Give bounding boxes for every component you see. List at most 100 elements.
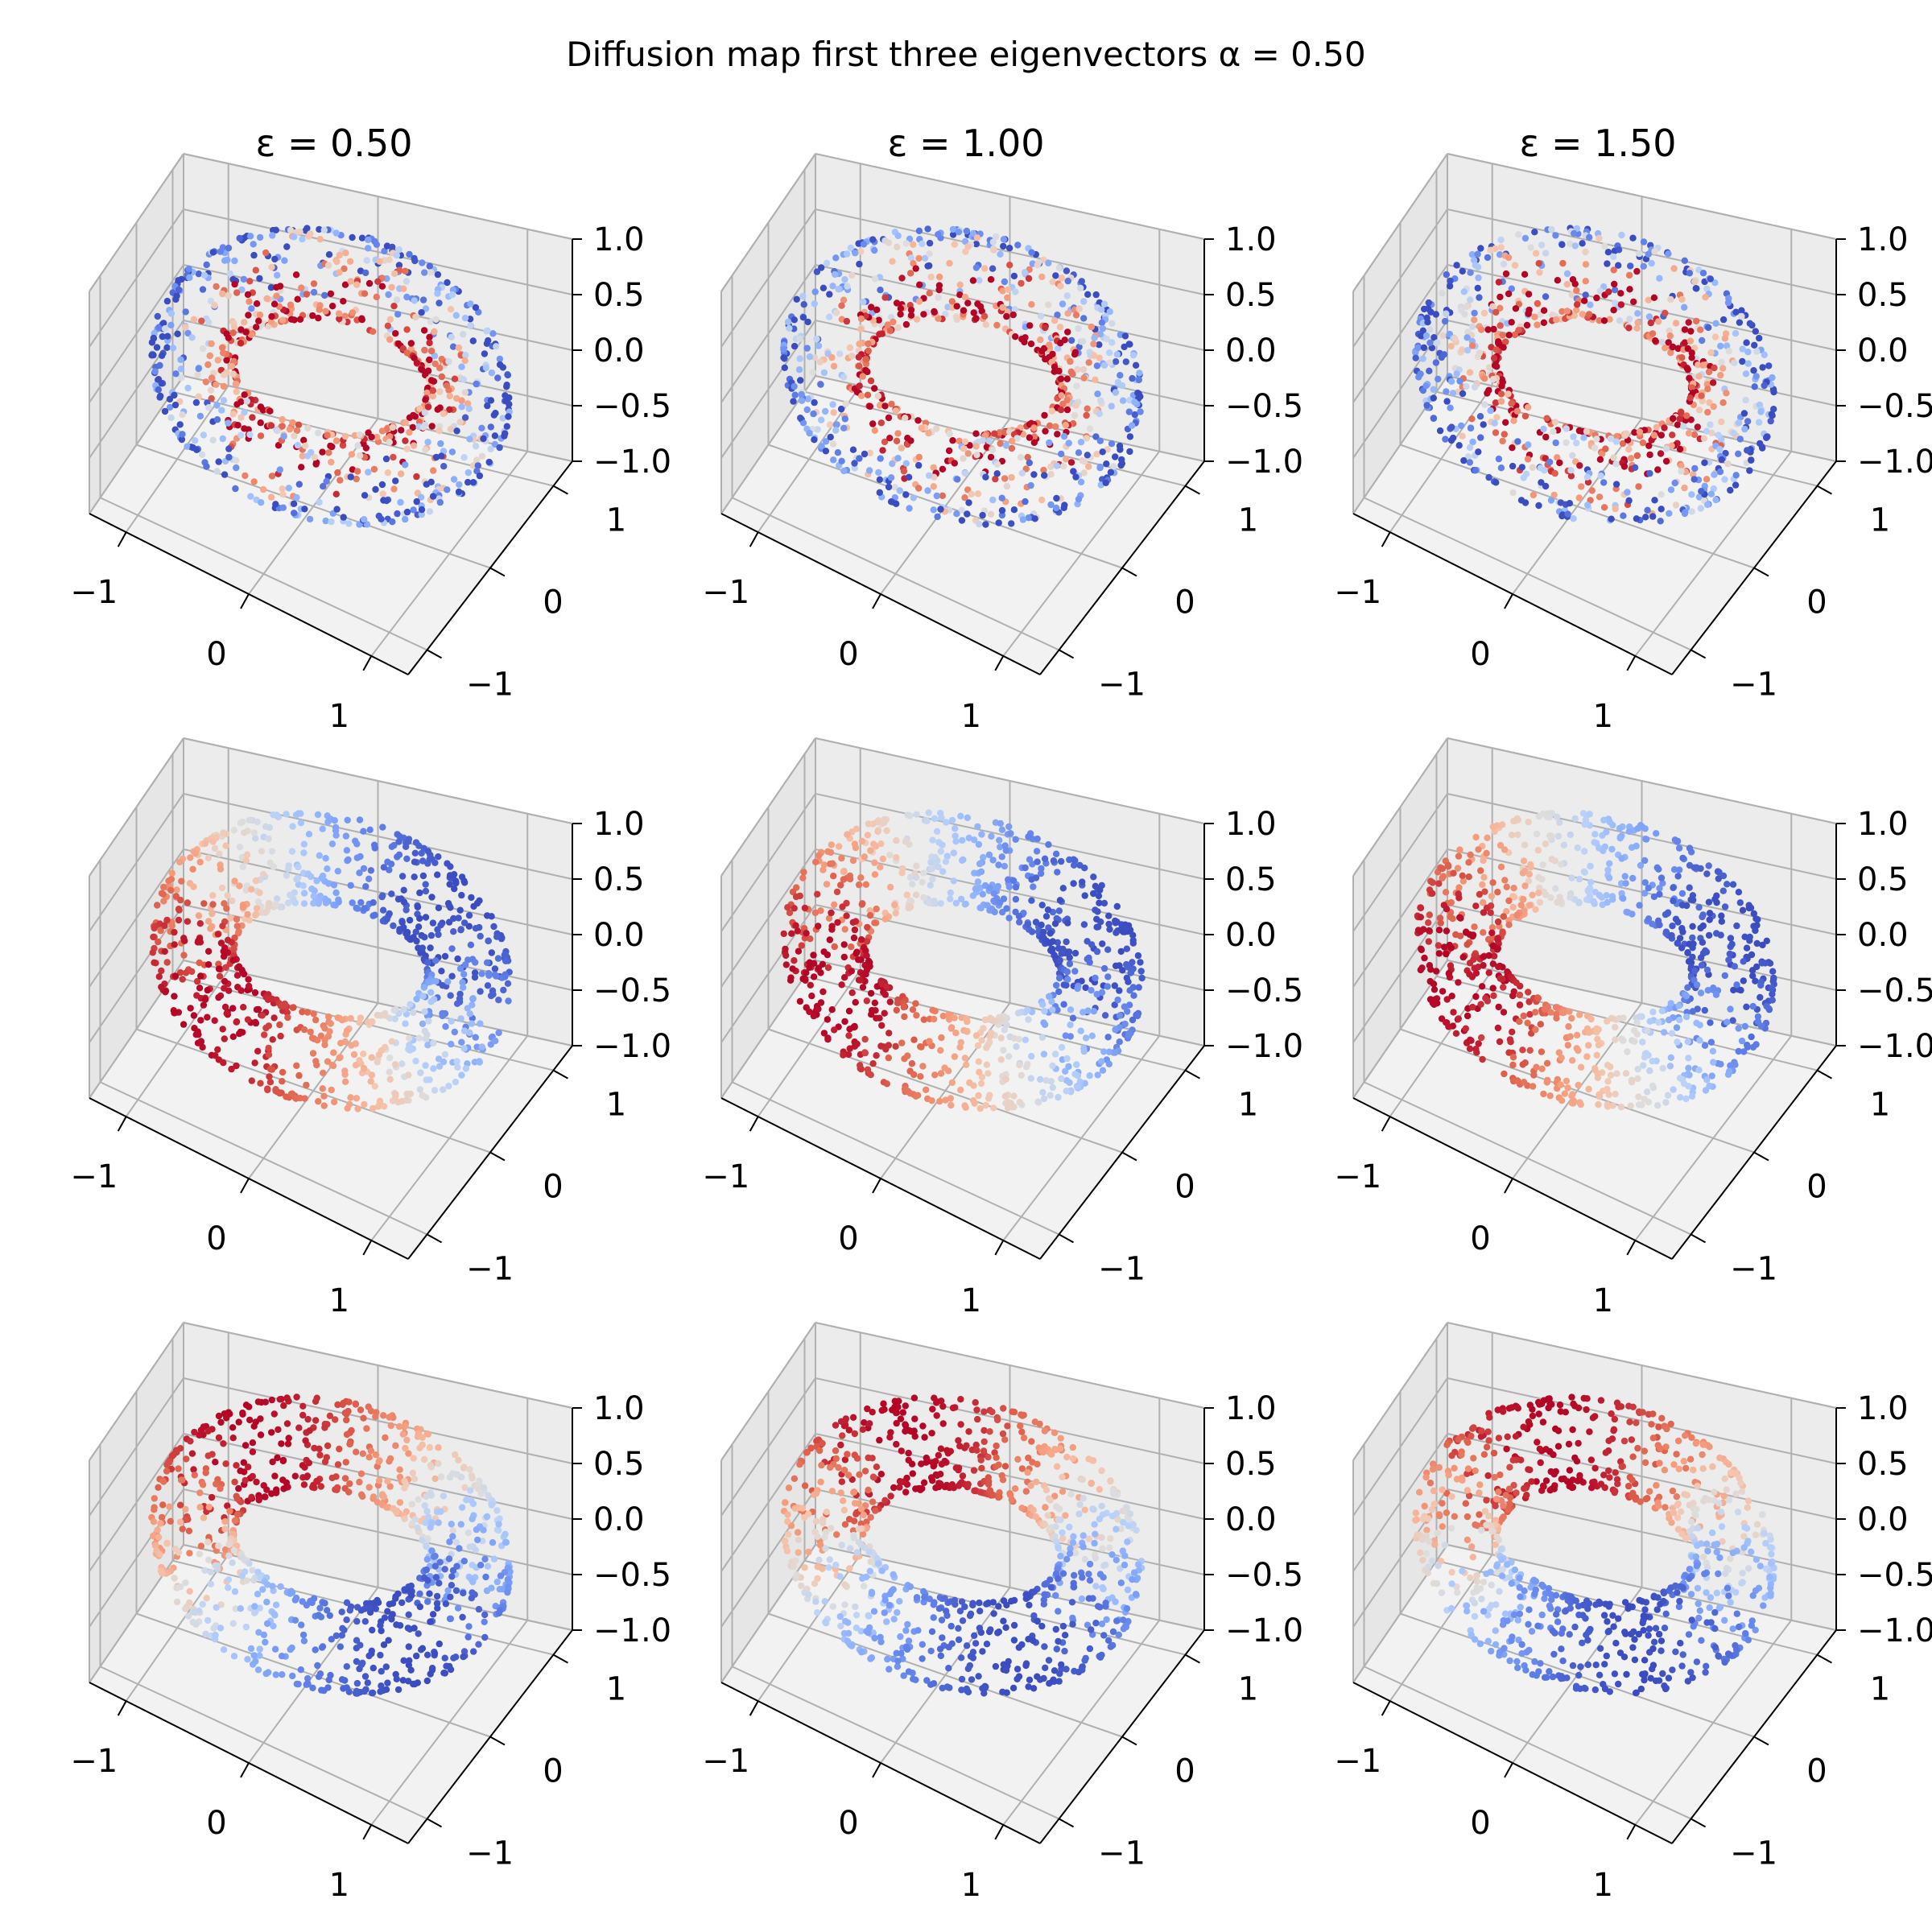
scatter-point (1070, 468, 1077, 475)
scatter-point (1686, 270, 1694, 277)
scatter-point (1075, 495, 1083, 503)
scatter-point (368, 1054, 375, 1061)
scatter-point (1078, 278, 1085, 285)
scatter-point (1012, 883, 1020, 891)
scatter-point (478, 970, 485, 977)
scatter-point (1047, 463, 1055, 471)
scatter-point (300, 900, 308, 907)
scatter-point (868, 303, 875, 311)
scatter-point (450, 914, 457, 923)
scatter-point (175, 277, 182, 284)
scatter-point (993, 321, 1001, 329)
scatter-point (426, 262, 433, 270)
scatter-point (237, 398, 245, 406)
scatter-point (180, 1021, 188, 1028)
y-tick (1121, 567, 1137, 577)
scatter-point (1063, 1055, 1071, 1063)
scatter-point (403, 855, 411, 862)
scatter-point (322, 308, 329, 315)
scatter-point (1003, 482, 1011, 490)
scatter-point (1640, 262, 1647, 270)
scatter-point (1558, 308, 1566, 316)
scatter-point (309, 312, 316, 320)
scatter-point (251, 1059, 258, 1067)
scatter-point (1001, 1092, 1009, 1100)
scatter-point (354, 442, 361, 449)
scatter-point (1071, 949, 1080, 957)
scatter-point (1551, 469, 1558, 477)
scatter-point (251, 989, 259, 997)
scatter-point (504, 980, 512, 987)
scatter-point (842, 400, 850, 407)
scatter-point (1037, 1075, 1044, 1083)
scatter-point (256, 312, 264, 319)
scatter-point (1662, 309, 1669, 317)
scatter-point (926, 1038, 933, 1045)
scatter-point (858, 901, 865, 908)
scatter-point (369, 899, 377, 906)
scatter-point (986, 884, 993, 892)
scatter-point (1546, 813, 1554, 821)
scatter-point (374, 433, 381, 441)
scatter-point (198, 451, 206, 458)
scatter-point (396, 266, 403, 274)
scatter-point (223, 1009, 230, 1018)
scatter-point (1665, 339, 1672, 346)
scatter-point (386, 866, 393, 873)
scatter-point (1505, 332, 1513, 339)
scatter-point (436, 299, 443, 307)
scatter-point (378, 427, 386, 435)
scatter-point (204, 361, 212, 369)
scatter-point (1034, 835, 1041, 843)
scatter-point (371, 1083, 378, 1090)
scatter-point (810, 973, 818, 980)
scatter-point (424, 959, 431, 966)
scatter-point (476, 472, 484, 480)
scatter-point (1700, 435, 1708, 442)
scatter-point (189, 865, 196, 873)
scatter-point (1447, 277, 1454, 285)
scatter-point (1559, 259, 1567, 267)
scatter-point (397, 498, 404, 506)
scatter-point (844, 831, 851, 838)
scatter-point (962, 248, 969, 255)
scatter-point (233, 464, 240, 472)
scatter-point (434, 871, 441, 878)
scatter-point (1468, 342, 1476, 349)
scatter-point (1563, 439, 1570, 447)
scatter-point (424, 1042, 431, 1049)
scatter-point (446, 872, 454, 879)
scatter-point (503, 423, 510, 430)
scatter-point (343, 1027, 351, 1034)
scatter-point (997, 1034, 1005, 1042)
scatter-point (465, 911, 473, 919)
scatter-point (225, 987, 233, 994)
scatter-point (840, 296, 848, 303)
scatter-point (493, 343, 500, 350)
scatter-point (472, 303, 480, 312)
scatter-point (308, 1034, 316, 1042)
scatter-point (982, 473, 989, 481)
y-gridline (732, 497, 1059, 651)
scatter-point (951, 1053, 959, 1060)
scatter-point (403, 349, 411, 357)
scatter-point (365, 245, 372, 252)
scatter-point (440, 410, 447, 418)
scatter-point (1117, 1012, 1124, 1019)
scatter-point (1536, 269, 1543, 276)
scatter-point (174, 330, 181, 337)
scatter-point (1502, 338, 1509, 345)
scatter-point (1096, 410, 1103, 418)
scatter-point (506, 400, 513, 408)
scatter-point (1580, 434, 1587, 441)
scatter-point (872, 843, 880, 850)
scatter-point (437, 440, 444, 448)
scatter-point (454, 955, 461, 963)
scatter-point (158, 983, 165, 991)
scatter-point (501, 952, 508, 959)
scatter-point (182, 969, 190, 976)
scatter-point (1711, 471, 1718, 478)
scatter-point (1057, 283, 1064, 290)
scatter-point (1502, 270, 1510, 278)
